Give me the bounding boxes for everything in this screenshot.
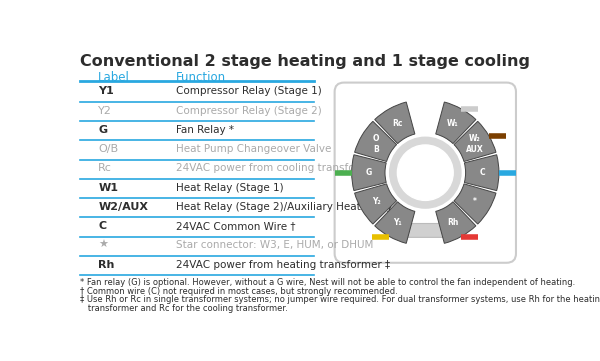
Text: Heat Pump Changeover Valve: Heat Pump Changeover Valve: [176, 144, 331, 154]
Text: transformer and Rc for the cooling transformer.: transformer and Rc for the cooling trans…: [80, 304, 287, 313]
Text: 24VAC power from cooling transformer: 24VAC power from cooling transformer: [176, 163, 380, 173]
Text: G: G: [365, 168, 371, 177]
Text: † Common wire (C) not required in most cases, but strongly recommended.: † Common wire (C) not required in most c…: [80, 287, 397, 296]
Text: Y₁: Y₁: [393, 218, 402, 227]
Wedge shape: [375, 202, 415, 243]
FancyBboxPatch shape: [404, 223, 447, 238]
Text: * Fan relay (G) is optional. However, without a G wire, Nest will not be able to: * Fan relay (G) is optional. However, wi…: [80, 278, 575, 287]
Text: Star connector: W3, E, HUM, or DHUM: Star connector: W3, E, HUM, or DHUM: [176, 240, 373, 250]
Text: Y1: Y1: [98, 86, 114, 96]
Wedge shape: [355, 121, 397, 161]
Text: Y₂: Y₂: [372, 197, 380, 206]
Wedge shape: [352, 155, 386, 191]
Text: 24VAC Common Wire †: 24VAC Common Wire †: [176, 221, 295, 231]
Text: Fan Relay *: Fan Relay *: [176, 125, 234, 135]
Text: Compressor Relay (Stage 2): Compressor Relay (Stage 2): [176, 105, 322, 116]
Text: W₂
AUX: W₂ AUX: [466, 134, 484, 154]
Text: Function: Function: [176, 71, 226, 84]
Text: Y2: Y2: [98, 105, 112, 116]
Text: ★: ★: [98, 240, 108, 250]
Text: Rc: Rc: [98, 163, 112, 173]
Text: O/B: O/B: [98, 144, 118, 154]
Text: G: G: [98, 125, 107, 135]
Text: Heat Relay (Stage 1): Heat Relay (Stage 1): [176, 183, 283, 192]
Text: Heat Relay (Stage 2)/Auxiliary Heat Relay: Heat Relay (Stage 2)/Auxiliary Heat Rela…: [176, 202, 392, 212]
Wedge shape: [464, 155, 499, 191]
Text: 24VAC power from heating transformer ‡: 24VAC power from heating transformer ‡: [176, 260, 390, 270]
Wedge shape: [454, 121, 496, 161]
Wedge shape: [436, 102, 476, 144]
Text: Label: Label: [98, 71, 130, 84]
Text: C: C: [98, 221, 106, 231]
Text: Rh: Rh: [98, 260, 115, 270]
Text: Compressor Relay (Stage 1): Compressor Relay (Stage 1): [176, 86, 322, 96]
Wedge shape: [436, 202, 476, 243]
FancyBboxPatch shape: [335, 83, 516, 263]
Text: Rc: Rc: [392, 119, 403, 128]
Text: O
B: O B: [373, 134, 379, 154]
Text: C: C: [479, 168, 485, 177]
Text: W₁: W₁: [447, 119, 459, 128]
Circle shape: [389, 137, 461, 208]
Wedge shape: [355, 184, 397, 224]
Circle shape: [397, 145, 453, 200]
Text: Rh: Rh: [448, 218, 459, 227]
Text: ‡ Use Rh or Rc in single transformer systems; no jumper wire required. For dual : ‡ Use Rh or Rc in single transformer sys…: [80, 295, 600, 304]
Text: Conventional 2 stage heating and 1 stage cooling: Conventional 2 stage heating and 1 stage…: [80, 54, 530, 69]
Text: W2/AUX: W2/AUX: [98, 202, 148, 212]
Wedge shape: [375, 102, 415, 144]
Text: W1: W1: [98, 183, 118, 192]
Text: *: *: [472, 197, 476, 206]
Wedge shape: [454, 184, 496, 224]
